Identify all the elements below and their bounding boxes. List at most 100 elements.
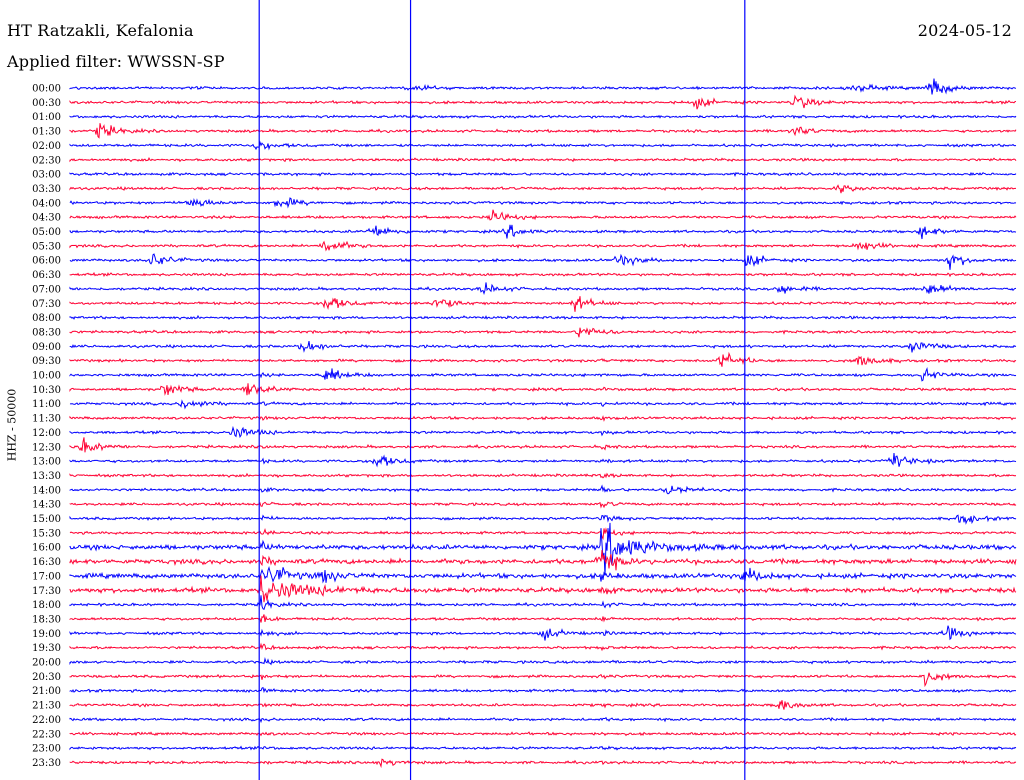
filter-label: Applied filter: WWSSN-SP [7, 52, 225, 71]
trace-line [69, 700, 1017, 710]
trace-line [69, 399, 1017, 410]
trace-line [69, 78, 1017, 95]
trace-line [69, 550, 1017, 571]
trace-line [69, 367, 1017, 382]
trace-line [69, 758, 1017, 769]
time-tick-label: 16:30 [32, 557, 61, 568]
time-tick-label: 05:30 [32, 241, 61, 252]
time-tick-label: 09:30 [32, 356, 61, 367]
trace-line [69, 716, 1017, 724]
trace-line [69, 314, 1017, 321]
trace-line [69, 282, 1017, 295]
time-tick-label: 06:30 [32, 270, 61, 281]
trace-line [69, 566, 1017, 584]
time-tick-label: 11:30 [32, 414, 61, 425]
time-tick-label: 21:00 [32, 686, 61, 697]
time-tick-label: 08:30 [32, 327, 61, 338]
trace-line [69, 522, 1017, 576]
time-tick-label: 02:00 [32, 141, 61, 152]
time-tick-label: 19:30 [32, 643, 61, 654]
time-tick-label: 17:00 [32, 571, 61, 582]
time-tick-label: 04:30 [32, 213, 61, 224]
time-tick-label: 23:30 [32, 758, 61, 769]
trace-line [69, 595, 1017, 611]
time-tick-label: 00:30 [32, 98, 61, 109]
trace-line [69, 686, 1017, 694]
time-tick-label: 21:30 [32, 701, 61, 712]
trace-line [69, 642, 1017, 652]
time-tick-label: 18:00 [32, 600, 61, 611]
trace-line [69, 527, 1017, 540]
trace-line [69, 437, 1017, 453]
trace-line [69, 575, 1017, 603]
trace-line [69, 731, 1017, 737]
time-tick-label: 23:00 [32, 744, 61, 755]
trace-line [69, 156, 1017, 163]
time-tick-label: 10:00 [32, 371, 61, 382]
time-tick-label: 00:00 [32, 84, 61, 95]
trace-line [69, 514, 1017, 525]
trace-line [69, 383, 1017, 396]
trace-line [69, 224, 1017, 240]
time-tick-label: 07:30 [32, 299, 61, 310]
station-title: HT Ratzakli, Kefalonia [7, 21, 194, 40]
trace-line [69, 140, 1017, 151]
trace-line [69, 484, 1017, 495]
time-tick-label: 20:30 [32, 672, 61, 683]
trace-line [69, 123, 1017, 139]
time-tick-label: 11:00 [32, 399, 61, 410]
time-tick-label: 05:00 [32, 227, 61, 238]
trace-line [69, 114, 1017, 120]
time-tick-label: 15:00 [32, 514, 61, 525]
trace-line [69, 472, 1017, 479]
trace-line [69, 625, 1017, 641]
time-tick-label: 03:30 [32, 184, 61, 195]
trace-line [69, 614, 1017, 623]
time-tick-label: 13:30 [32, 471, 61, 482]
trace-line [69, 745, 1017, 751]
time-tick-label: 15:30 [32, 528, 61, 539]
trace-line [69, 171, 1017, 177]
time-tick-label: 18:30 [32, 614, 61, 625]
time-tick-label: 07:00 [32, 284, 61, 295]
time-tick-label: 12:00 [32, 428, 61, 439]
trace-line [69, 425, 1017, 438]
time-tick-label: 17:30 [32, 586, 61, 597]
trace-line [69, 253, 1017, 270]
time-tick-label: 09:00 [32, 342, 61, 353]
time-tick-label: 14:00 [32, 485, 61, 496]
trace-line [69, 672, 1017, 688]
trace-line [69, 197, 1017, 209]
time-tick-label: 02:30 [32, 155, 61, 166]
trace-line [69, 351, 1017, 367]
time-tick-label: 22:00 [32, 715, 61, 726]
trace-line [69, 656, 1017, 666]
trace-line [69, 184, 1016, 194]
trace-line [69, 415, 1017, 422]
time-tick-label: 20:00 [32, 658, 61, 669]
trace-line [69, 327, 1017, 338]
time-tick-label: 16:00 [32, 543, 61, 554]
trace-line [69, 296, 1017, 312]
time-tick-label: 08:00 [32, 313, 61, 324]
trace-line [69, 209, 1017, 221]
trace-line [69, 94, 1017, 110]
time-tick-label: 13:00 [32, 457, 61, 468]
time-tick-label: 14:30 [32, 500, 61, 511]
trace-line [69, 453, 1017, 468]
date-label: 2024-05-12 [917, 21, 1012, 40]
time-tick-label: 06:00 [32, 256, 61, 267]
trace-line [69, 271, 1017, 278]
trace-line [69, 341, 1017, 353]
time-tick-label: 01:00 [32, 112, 61, 123]
time-tick-label: 19:00 [32, 629, 61, 640]
time-tick-label: 22:30 [32, 729, 61, 740]
time-tick-label: 01:30 [32, 127, 61, 138]
time-tick-label: 12:30 [32, 442, 61, 453]
time-tick-label: 04:00 [32, 198, 61, 209]
trace-line [69, 501, 1017, 509]
time-tick-label: 10:30 [32, 385, 61, 396]
time-tick-label: 03:00 [32, 170, 61, 181]
trace-line [69, 240, 1017, 252]
